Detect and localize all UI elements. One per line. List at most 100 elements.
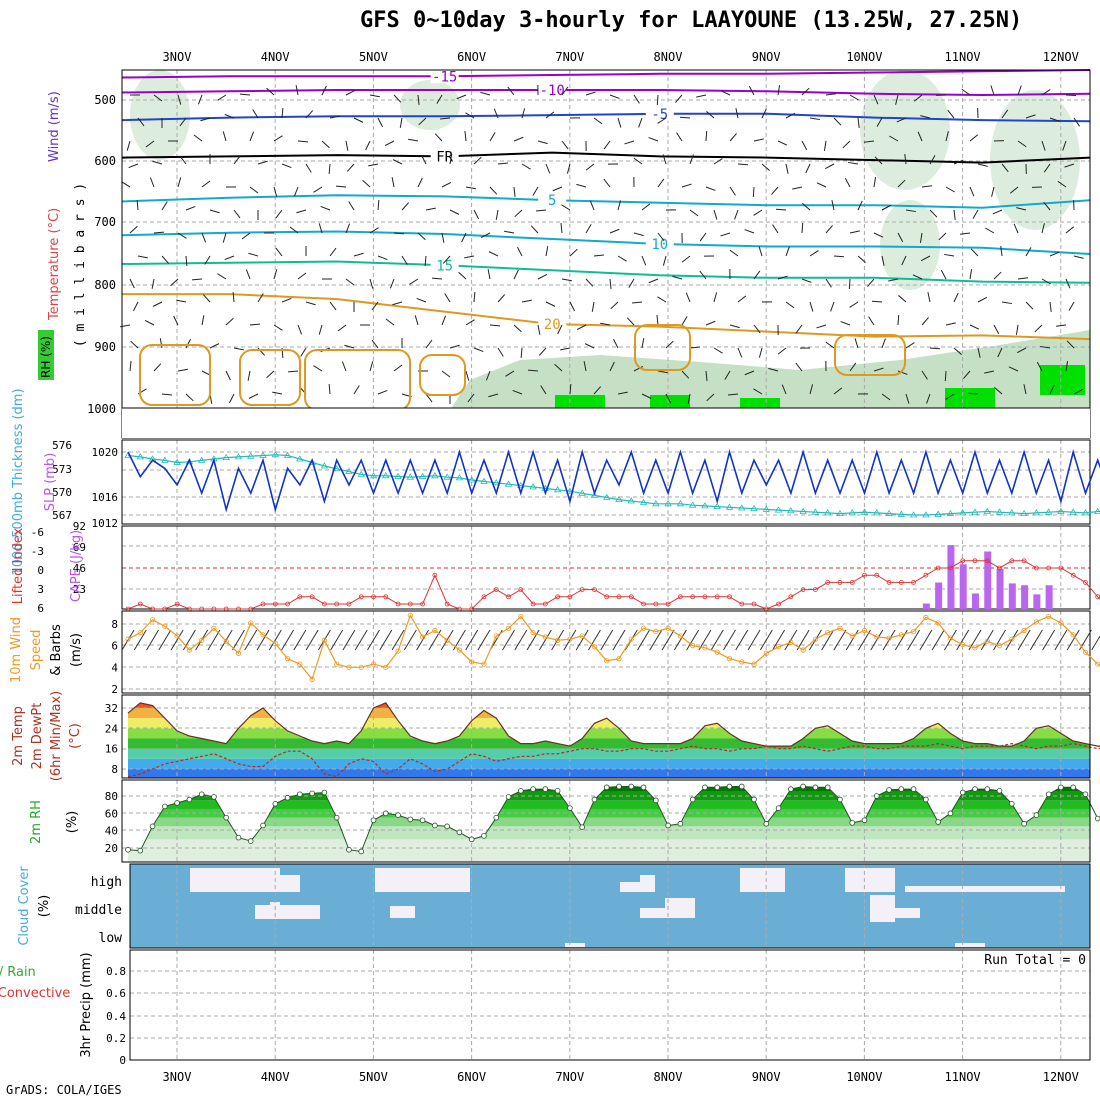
thickness-point	[922, 511, 930, 518]
rh-point	[382, 810, 389, 817]
wind-barb	[1001, 163, 1009, 173]
pressure-tick: 900	[94, 340, 116, 354]
wind-barb	[626, 317, 635, 326]
wind-barb	[177, 232, 187, 239]
lifted-index-point	[923, 572, 929, 578]
thickness-point	[1094, 507, 1100, 514]
low-cloud-block	[955, 943, 985, 947]
wind-barb	[489, 132, 496, 142]
wind-speed-point	[935, 620, 941, 626]
surface-barb	[723, 629, 736, 651]
wind-barb	[920, 115, 931, 119]
wind-barb	[609, 278, 612, 289]
wind-barb	[456, 94, 467, 100]
surface-barb	[796, 629, 810, 651]
wind-barb	[444, 293, 451, 303]
wind-barb	[801, 87, 810, 96]
wind-barb	[897, 232, 904, 243]
wind-speed-point	[334, 661, 340, 667]
wind-speed-point	[714, 649, 720, 655]
cape-bar	[1045, 585, 1053, 609]
date-label-top: 3NOV	[163, 50, 192, 64]
date-label-top: 5NOV	[359, 50, 388, 64]
wind-barb	[1001, 301, 1012, 305]
rh-point	[923, 796, 929, 803]
wind-barb	[179, 155, 187, 165]
wind-barb	[191, 278, 203, 281]
wind-barb	[566, 163, 571, 174]
wind-barb	[248, 393, 259, 399]
wind-barb	[318, 223, 323, 234]
pressure-tick: 1000	[87, 402, 116, 416]
wind-speed-point	[358, 664, 364, 670]
rh-tick: 20	[105, 842, 118, 855]
lifted-tick: -3	[31, 545, 44, 558]
date-label-bottom: 10NOV	[846, 1070, 882, 1084]
contour-label: FR	[436, 149, 453, 165]
wind-speed-point	[162, 623, 168, 629]
wind-barb	[273, 269, 278, 280]
thickness-point	[136, 453, 144, 460]
wind-barb	[489, 324, 501, 327]
surface-barb	[367, 629, 380, 651]
cloud-ylabel2: (%)	[37, 895, 52, 918]
slp-line	[127, 448, 1100, 513]
rh-band	[128, 817, 1090, 827]
wind-barb	[1000, 246, 1003, 257]
wind-day-grid	[176, 611, 1062, 693]
pressure-tick: 700	[94, 215, 116, 229]
lifted-index-point	[285, 601, 290, 607]
wind-barb	[425, 339, 433, 349]
wind-barb	[513, 269, 519, 280]
wind-barb	[369, 361, 374, 372]
wind-barb	[795, 362, 803, 372]
lifted-index-point	[898, 580, 904, 585]
wind-barb	[696, 94, 707, 98]
lifted-tick: 3	[37, 583, 44, 596]
wind-barb	[281, 107, 284, 119]
wind-barb	[159, 338, 163, 349]
ylabel-speed: Speed	[29, 630, 44, 671]
wind-barb	[993, 324, 1000, 335]
wind-speed-point	[309, 676, 315, 682]
rh-point	[395, 812, 401, 818]
wind-barb	[305, 110, 314, 119]
wind-barb	[177, 94, 182, 105]
precip-value-grid	[130, 970, 1090, 1039]
wind-barb	[713, 158, 723, 165]
wind-barb	[514, 209, 523, 218]
wind-speed-point	[812, 636, 819, 642]
wind-barb	[809, 384, 814, 395]
wind-barb	[297, 324, 303, 335]
wind-barb	[369, 94, 380, 98]
surface-barb	[305, 629, 319, 651]
wind-barb	[377, 117, 383, 128]
wind-barb	[329, 247, 337, 257]
wind-barb	[685, 292, 691, 303]
wind-barb	[593, 254, 604, 257]
precip-day-grid	[176, 950, 1062, 1060]
wind-barb	[305, 301, 316, 306]
contour-label: 10	[651, 237, 668, 253]
wind-barb	[945, 131, 949, 142]
wind-barb	[785, 112, 796, 119]
wind-barb	[777, 85, 781, 96]
thickness-point	[725, 503, 734, 510]
wind-barb	[984, 370, 995, 374]
thickness-point	[652, 500, 660, 507]
wind-barb	[662, 154, 667, 165]
wind-barb	[881, 393, 891, 401]
wind-barb	[201, 315, 205, 326]
thickness-point	[615, 495, 623, 502]
wind-barb	[823, 140, 827, 151]
rh-point	[689, 796, 696, 803]
rh-band	[128, 800, 1090, 809]
thickness-point	[382, 472, 390, 479]
wind-barb	[161, 201, 168, 211]
temp-ylabel: 2m DewPt	[30, 703, 45, 770]
lifted-index-point	[776, 601, 781, 607]
rh-point	[972, 786, 978, 792]
rh-ylabel: RH (%)	[38, 330, 54, 380]
wind-speed-point	[211, 625, 217, 631]
